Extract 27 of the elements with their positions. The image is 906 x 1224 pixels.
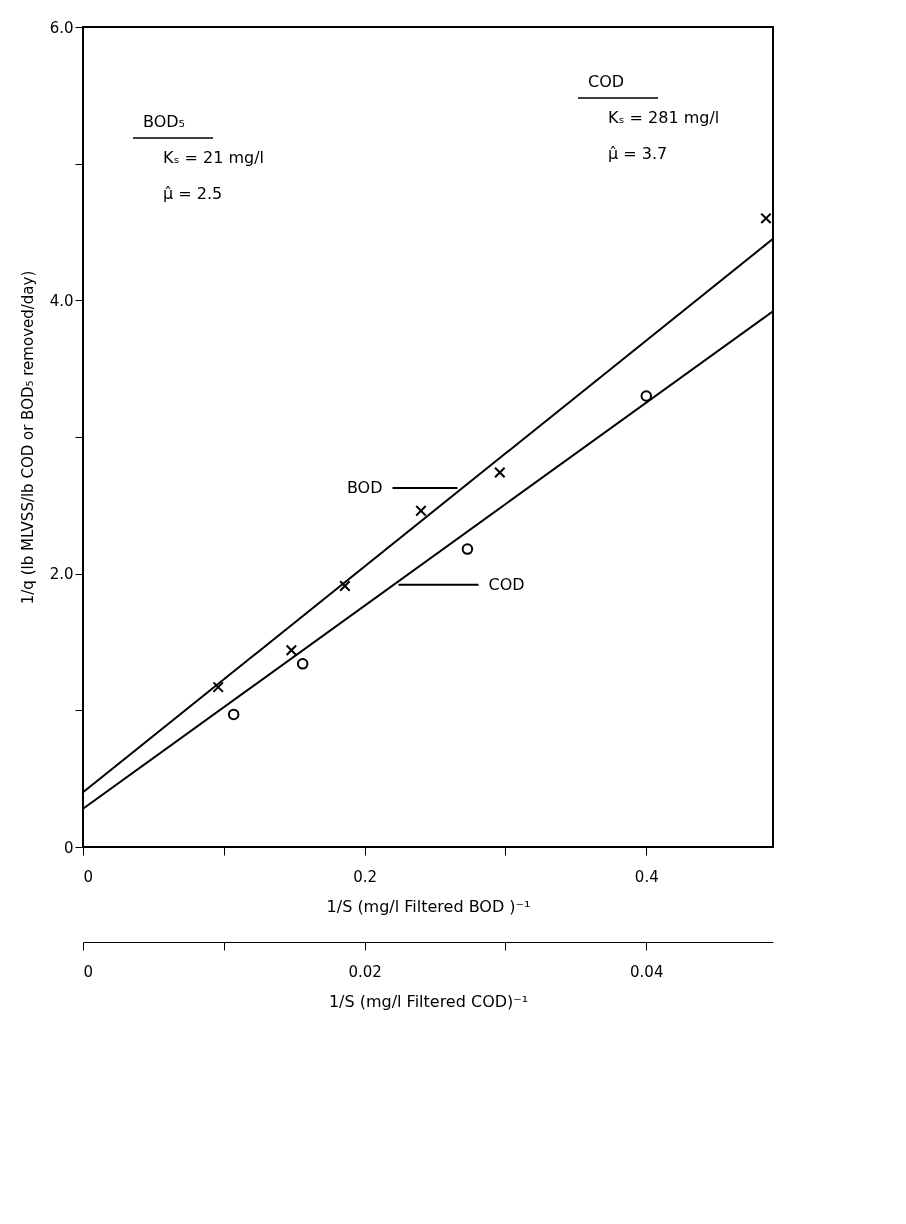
x-tick-label: 0.2 <box>353 867 378 886</box>
x-axis-title: 1/S (mg/l Filtered BOD )⁻¹ <box>326 896 531 916</box>
annotation: BOD₅ <box>143 112 186 131</box>
x-tick-label: 0 <box>83 867 94 886</box>
point <box>760 212 772 225</box>
x2-tick-label: 0 <box>83 962 94 981</box>
y-tick-label: 2.0 <box>49 565 74 584</box>
y-tick-label: 0 <box>63 838 74 857</box>
legend-label: COD <box>488 574 525 594</box>
annotation: Kₛ = 21 mg/l <box>163 148 265 167</box>
text: BOD <box>346 477 383 497</box>
y-axis-title: 1/q (lb MLVSS/lb COD or BOD₅ removed/day) <box>18 270 37 605</box>
annotation: μ̂ = 3.7 <box>608 144 668 163</box>
annotation: COD <box>588 72 625 91</box>
x-tick-label: 0.4 <box>634 867 659 886</box>
annotation: μ̂ = 2.5 <box>163 184 223 203</box>
y-tick-label: 4.0 <box>49 291 74 310</box>
point <box>339 580 351 592</box>
x2-axis-title: 1/S (mg/l Filtered COD)⁻¹ <box>328 991 529 1011</box>
x2-tick-label: 0.02 <box>348 962 382 981</box>
point <box>212 681 224 693</box>
point <box>285 644 298 656</box>
x2-tick-label: 0.04 <box>630 962 664 981</box>
annotation: Kₛ = 281 mg/l <box>608 108 720 127</box>
point <box>494 466 506 479</box>
y-tick-label: 6.0 <box>49 18 74 37</box>
point <box>415 505 427 517</box>
